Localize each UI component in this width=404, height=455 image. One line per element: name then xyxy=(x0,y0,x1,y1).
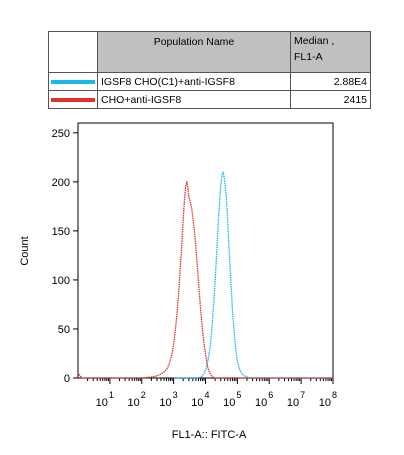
legend-header-row: Population Name Median , FL1-A xyxy=(48,31,371,73)
y-axis-label: Count xyxy=(19,236,31,265)
legend-table: Population Name Median , FL1-A IGSF8 CHO… xyxy=(48,31,371,109)
x-tick-label-exponent: 4 xyxy=(205,390,210,400)
x-tick-label: 10 xyxy=(255,397,267,409)
x-tick-label: 10 xyxy=(319,397,331,409)
legend-row: CHO+anti-IGSF8 2415 xyxy=(48,90,371,109)
y-tick-label: 50 xyxy=(58,324,70,336)
x-tick-label: 10 xyxy=(96,397,108,409)
x-tick-label-exponent: 5 xyxy=(236,390,241,400)
x-tick-label: 10 xyxy=(191,397,203,409)
series-swatch-blue xyxy=(51,79,95,84)
y-tick-label: 150 xyxy=(52,226,70,238)
legend-header-swatch-cell xyxy=(48,31,98,73)
series-lines xyxy=(77,171,333,379)
plot-border xyxy=(77,122,334,379)
y-tick-label: 100 xyxy=(52,275,70,287)
series-line-igsf8-cho-c1 xyxy=(173,171,333,379)
x-tick-label-exponent: 1 xyxy=(109,390,114,400)
x-tick-label-exponent: 8 xyxy=(332,390,337,400)
x-tick-label: 10 xyxy=(159,397,171,409)
x-axis-label: FL1-A:: FITC-A xyxy=(172,429,247,441)
series-swatch-red xyxy=(51,97,95,102)
x-tick-label: 10 xyxy=(223,397,235,409)
x-tick-label-exponent: 3 xyxy=(173,390,178,400)
x-tick-label: 10 xyxy=(287,397,299,409)
legend-row-value: 2415 xyxy=(290,90,371,109)
legend-header-name: Population Name xyxy=(97,31,291,73)
legend-row: IGSF8 CHO(C1)+anti-IGSF8 2.88E4 xyxy=(48,72,371,91)
y-tick-label: 0 xyxy=(64,373,70,385)
x-tick-label: 10 xyxy=(128,397,140,409)
y-tick-label: 200 xyxy=(52,177,70,189)
legend-header-value: Median , FL1-A xyxy=(290,31,371,73)
y-tick-label: 250 xyxy=(52,128,70,140)
series-line-cho xyxy=(77,181,333,379)
x-tick-label-exponent: 7 xyxy=(300,390,305,400)
x-tick-label-exponent: 6 xyxy=(268,390,273,400)
plot-frame xyxy=(77,122,334,379)
x-tick-label-exponent: 2 xyxy=(141,390,146,400)
